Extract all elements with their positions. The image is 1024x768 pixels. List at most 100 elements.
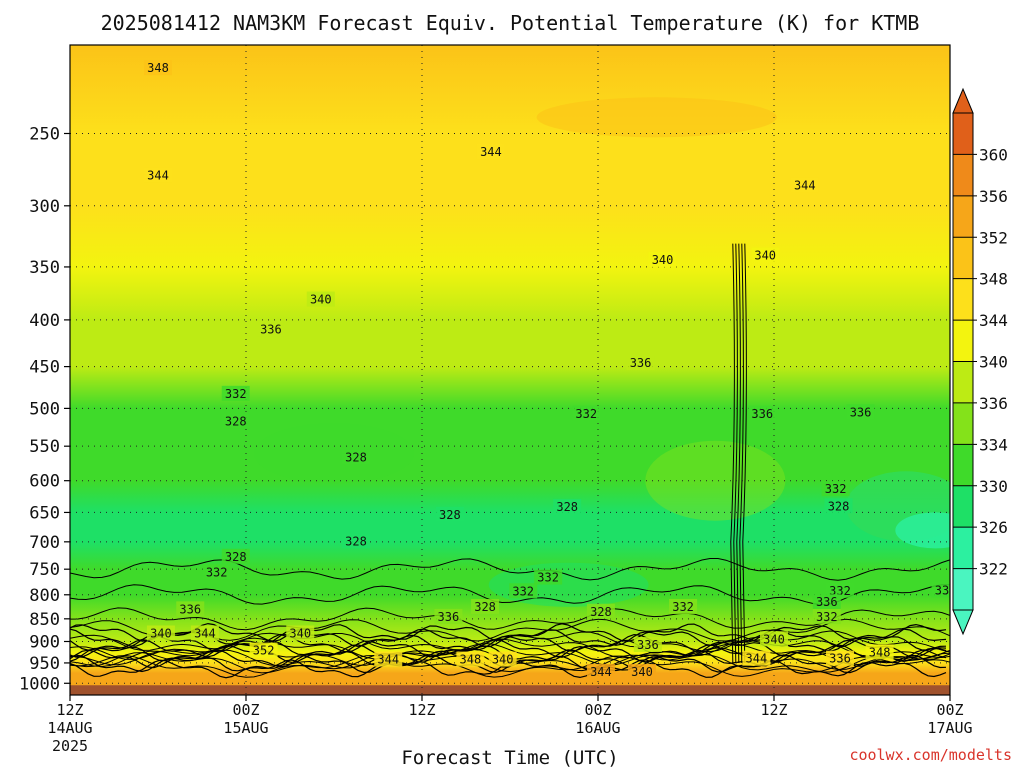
terrain-strip bbox=[70, 685, 950, 695]
contour-label-bg bbox=[742, 650, 771, 666]
contour-label: 340 bbox=[289, 626, 311, 640]
contour-label-bg bbox=[256, 321, 285, 337]
field-patch bbox=[536, 97, 777, 138]
contour-label-bg bbox=[626, 355, 655, 371]
y-tick-label: 850 bbox=[29, 610, 60, 630]
y-tick-label: 300 bbox=[29, 197, 60, 217]
colorbar-label: 340 bbox=[979, 353, 1008, 372]
y-tick-label: 600 bbox=[29, 472, 60, 492]
contour-line bbox=[736, 243, 741, 663]
x-tick-label: 00Z bbox=[232, 701, 259, 719]
contour-label: 336 bbox=[179, 602, 201, 616]
contour-label: 340 bbox=[150, 626, 172, 640]
colorbar-segment bbox=[953, 278, 973, 321]
contour-label: 332 bbox=[537, 571, 559, 585]
y-tick-label: 950 bbox=[29, 654, 60, 674]
colorbar-label: 344 bbox=[979, 311, 1008, 330]
contour-label-bg bbox=[488, 651, 517, 667]
contour-label-bg bbox=[202, 564, 231, 580]
contour-label: 328 bbox=[439, 508, 461, 522]
contour-line bbox=[742, 243, 747, 663]
field-patch bbox=[254, 423, 414, 484]
contour-label-bg bbox=[760, 631, 788, 647]
colorbar-label: 360 bbox=[979, 145, 1008, 164]
y-tick-label: 700 bbox=[29, 533, 60, 553]
contour-label: 336 bbox=[850, 405, 872, 419]
contour-label-bg bbox=[221, 413, 250, 429]
contour-label-bg bbox=[628, 664, 656, 680]
colorbar: 360 356 352 348 344 340 336 334 330 326 322 bbox=[952, 87, 1008, 636]
contour-label: 336 bbox=[816, 595, 838, 609]
colorbar-label: 334 bbox=[979, 435, 1008, 454]
colorbar-segment bbox=[953, 527, 973, 570]
contour-label-bg bbox=[821, 481, 850, 497]
colorbar-label: 336 bbox=[979, 394, 1008, 413]
colorbar-segment bbox=[953, 113, 973, 155]
colorbar-label: 330 bbox=[979, 477, 1008, 496]
contour-label: 344 bbox=[590, 665, 612, 679]
contour-label: 332 bbox=[825, 482, 847, 496]
contour-label: 336 bbox=[630, 356, 652, 370]
contour-labels: 348 344 344 344 340 340 340 336 336 336 336 332 332 3… bbox=[144, 60, 957, 680]
contour-label-bg bbox=[534, 569, 563, 585]
contour-label-bg bbox=[144, 60, 172, 76]
y-tick-label: 550 bbox=[29, 437, 60, 457]
colorbar-segment bbox=[953, 444, 973, 487]
y-tick-label: 1000 bbox=[19, 674, 60, 694]
contour-line bbox=[739, 243, 744, 663]
contour-label-bg bbox=[456, 651, 485, 667]
y-tick-label: 450 bbox=[29, 358, 60, 378]
contour-label: 332 bbox=[225, 387, 247, 401]
x-tick-label: 12Z bbox=[56, 701, 83, 719]
contour-label-bg bbox=[572, 405, 601, 421]
contour-label: 348 bbox=[147, 61, 169, 75]
credit-text: coolwx.com/modelts bbox=[849, 746, 1012, 764]
contour-line bbox=[730, 243, 735, 663]
contour-label: 344 bbox=[377, 653, 399, 667]
contour-label: 328 bbox=[474, 600, 496, 614]
contour-label: 328 bbox=[225, 415, 247, 429]
contour-line bbox=[70, 558, 950, 581]
contour-label: 344 bbox=[480, 145, 502, 159]
contour-label-bg bbox=[812, 608, 841, 624]
x-tick-label: 00Z bbox=[584, 701, 611, 719]
contour-label-bg bbox=[553, 498, 582, 514]
y-tick-label: 800 bbox=[29, 586, 60, 606]
gridlines bbox=[70, 45, 950, 695]
colorbar-label: 352 bbox=[979, 228, 1008, 247]
field-patch bbox=[895, 512, 950, 549]
contour-label: 328 bbox=[556, 500, 578, 514]
contour-label: 340 bbox=[310, 293, 332, 307]
contour-label-bg bbox=[669, 598, 698, 614]
contour-label: 336 bbox=[637, 638, 659, 652]
plot-frame bbox=[69, 44, 951, 696]
contour-label: 336 bbox=[829, 652, 851, 666]
contour-label: 332 bbox=[575, 407, 597, 421]
contour-label: 344 bbox=[194, 626, 216, 640]
contour-label-bg bbox=[812, 594, 841, 610]
x-tick-label: 00Z bbox=[936, 701, 963, 719]
contour-label: 352 bbox=[253, 644, 275, 658]
colorbar-label: 348 bbox=[979, 270, 1008, 289]
contour-line bbox=[70, 584, 950, 606]
colorbar-segment bbox=[953, 402, 973, 445]
contour-label-bg bbox=[374, 651, 403, 667]
contour-label-bg bbox=[751, 247, 780, 263]
contour-label-bg bbox=[748, 405, 777, 421]
contour-label: 344 bbox=[147, 169, 169, 183]
x-axis-label: Forecast Time (UTC) bbox=[401, 747, 618, 768]
y-tick-label: 400 bbox=[29, 311, 60, 331]
contour-label-bg bbox=[824, 498, 853, 514]
contour-label: 336 bbox=[438, 610, 460, 624]
contour-line bbox=[70, 633, 947, 653]
contour-label-bg bbox=[586, 664, 615, 680]
contour-label-bg bbox=[306, 291, 335, 307]
contour-label: 332 bbox=[935, 583, 957, 597]
contour-label: 332 bbox=[672, 600, 694, 614]
contour-line bbox=[70, 607, 950, 631]
field-patch bbox=[645, 440, 786, 521]
contour-label-bg bbox=[146, 625, 175, 641]
contour-label: 348 bbox=[460, 653, 482, 667]
